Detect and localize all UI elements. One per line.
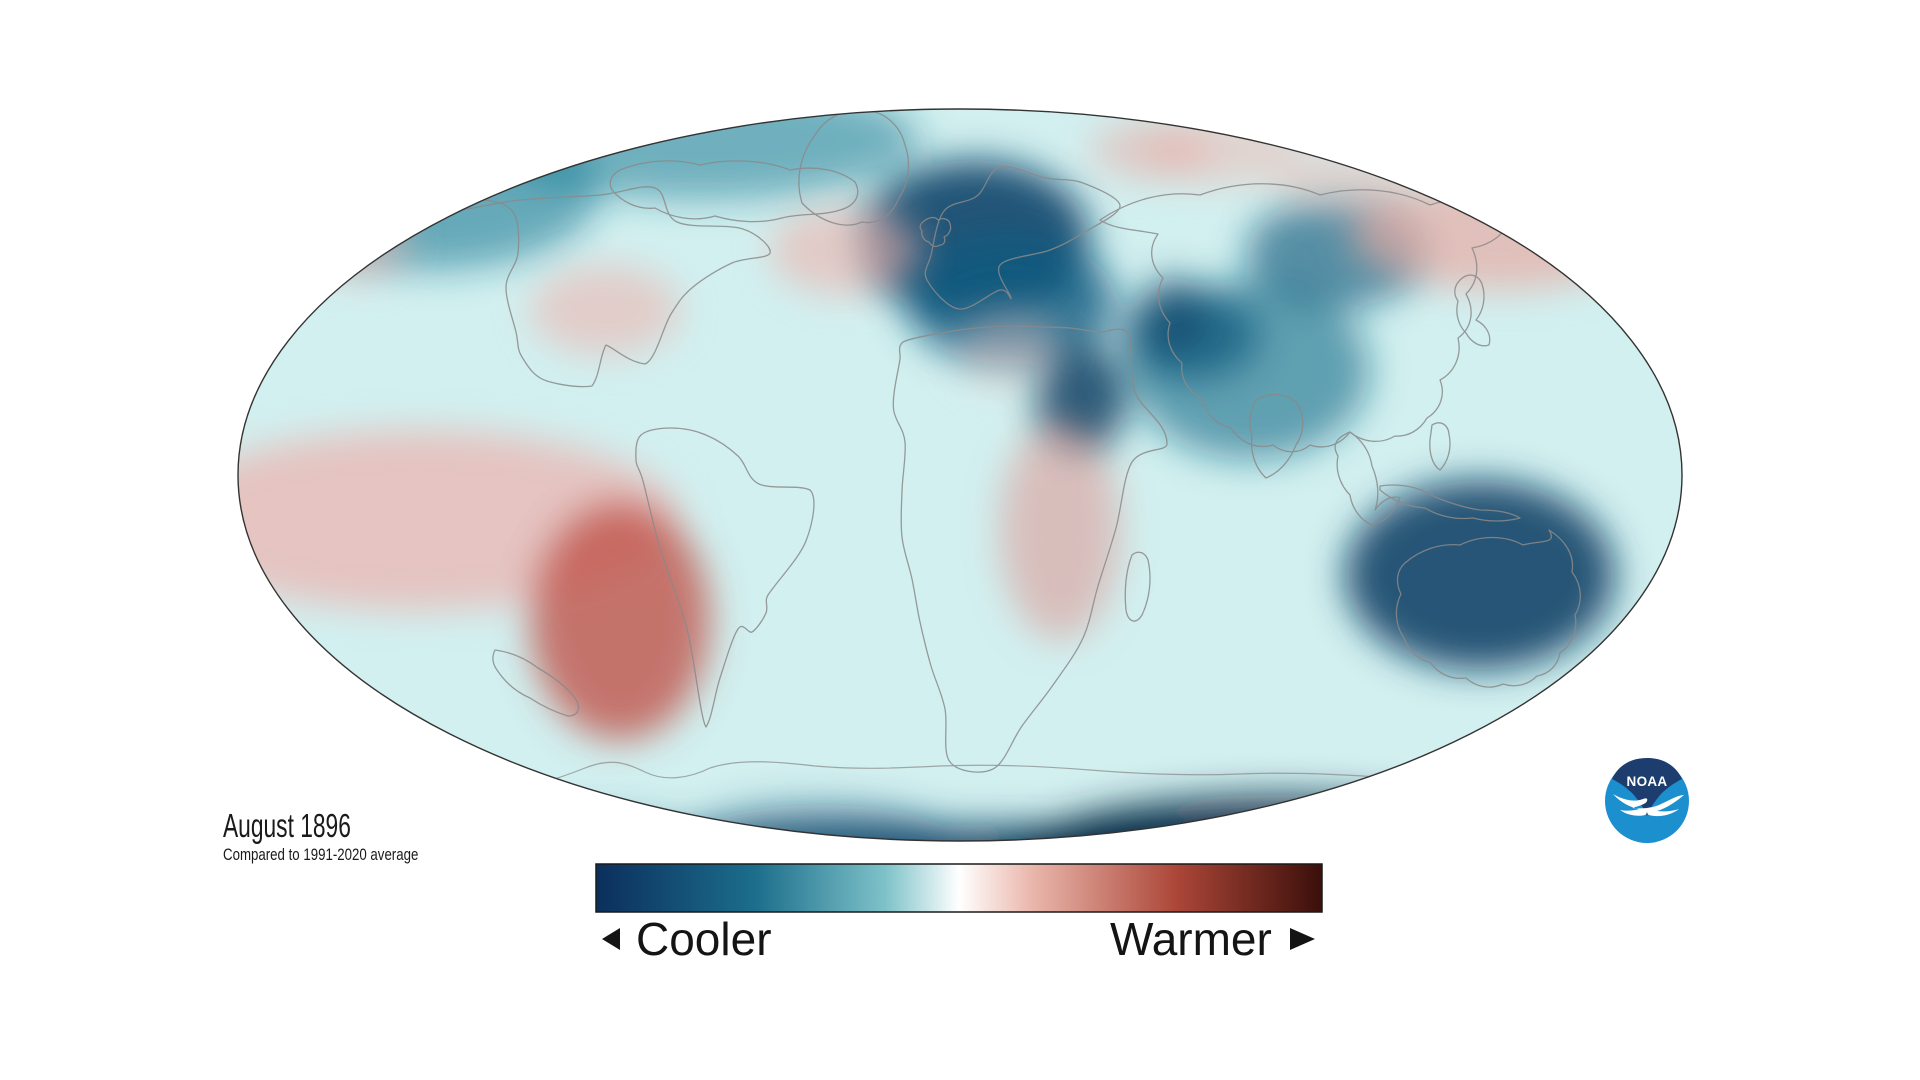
svg-text:NOAA: NOAA — [1626, 774, 1667, 789]
